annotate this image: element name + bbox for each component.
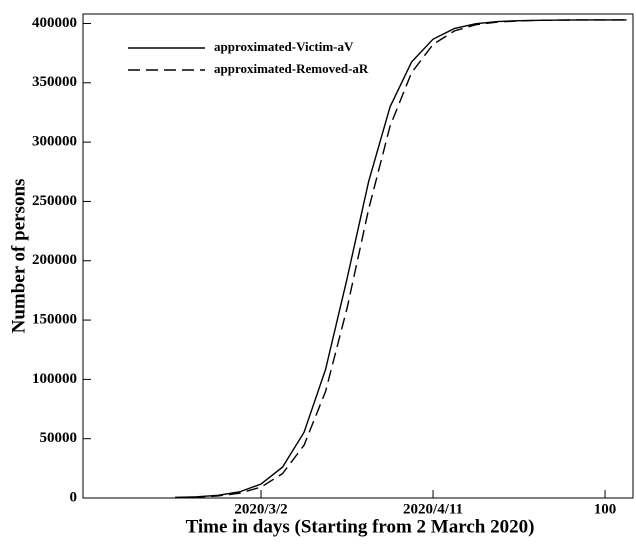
y-tick-label: 300000 (32, 134, 77, 150)
plot-frame (82, 13, 634, 499)
x-tick-label: 2020/4/11 (403, 501, 463, 517)
x-axis-label: Time in days (Starting from 2 March 2020… (186, 516, 535, 537)
y-tick-label: 400000 (32, 15, 77, 31)
y-tick-label: 50000 (40, 430, 78, 446)
y-tick-label: 200000 (32, 252, 77, 268)
x-tick-label: 2020/3/2 (234, 501, 287, 517)
legend-label: approximated-Removed-aR (214, 61, 369, 76)
x-tick-label: 100 (594, 501, 617, 517)
y-axis-label: Number of persons (8, 179, 29, 334)
y-tick-label: 350000 (32, 74, 77, 90)
series-line (175, 19, 627, 499)
y-tick-label: 250000 (32, 193, 77, 209)
y-tick-label: 150000 (32, 311, 77, 327)
legend-label: approximated-Victim-aV (214, 39, 354, 54)
y-tick-label: 100000 (32, 371, 77, 387)
y-tick-label: 0 (70, 489, 78, 505)
series-line (175, 19, 627, 499)
